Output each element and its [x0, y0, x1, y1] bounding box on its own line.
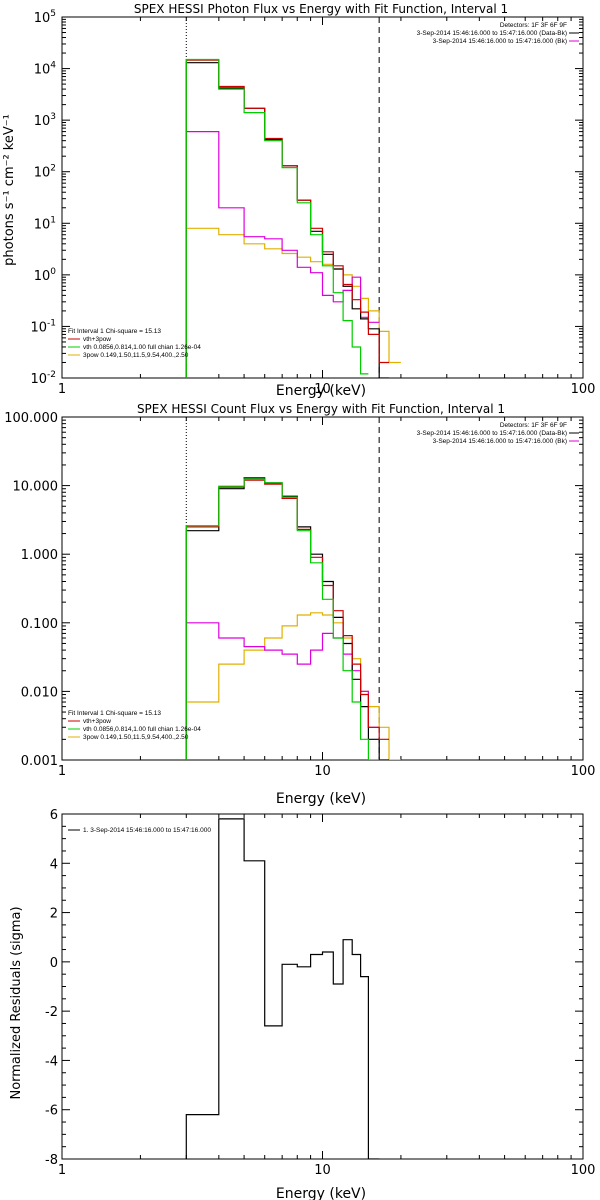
count-legend-left-header: Fit Interval 1 Chi-square = 15.13	[68, 710, 161, 717]
count-x-tick-label: 10	[314, 764, 331, 779]
count-legend-right-label: 3-Sep-2014 15:46:16.000 to 15:47:16.000 …	[417, 430, 567, 437]
photon-y-tick-label: 10-1	[30, 318, 56, 335]
count-series-bk	[185, 622, 380, 760]
count-y-tick-label: 0.010	[21, 685, 58, 700]
photon-legend-left-label: 3pow 0.149,1.50,11.5,9.54,400.,2.50	[83, 352, 189, 359]
resid-y-tick-label: 4	[50, 857, 58, 872]
count-legend-left-label: vth 0.0856,0.814,1.00 full chian 1.26e-0…	[83, 726, 201, 733]
photon-y-tick-label: 10-2	[30, 370, 56, 387]
count-legend-right-label: 3-Sep-2014 15:46:16.000 to 15:47:16.000 …	[433, 438, 567, 445]
count-y-tick-label: 100.000	[4, 411, 58, 426]
photon-series-vth	[185, 58, 369, 378]
photon-x-axis-label: Energy (keV)	[276, 383, 366, 399]
photon-legend-left-label: vth+3pow	[83, 336, 111, 343]
count-x-axis-label: Energy (keV)	[276, 791, 366, 807]
photon-plot-area: 1 10 100 10-2 10-1 100 101 102 103 104 105 Fit Inte…	[30, 9, 595, 397]
photon-y-tick-label: 100	[34, 267, 57, 284]
photon-series-bk	[185, 131, 380, 378]
count-legend-left-label: vth+3pow	[83, 718, 111, 725]
count-y-tick-label: 1.000	[21, 548, 58, 563]
resid-x-tick-label: 10	[314, 1163, 331, 1178]
resid-y-tick-label: -2	[45, 1005, 58, 1020]
residuals-y-axis-label: Normalized Residuals (sigma)	[9, 906, 24, 1099]
photon-y-tick-label: 105	[34, 9, 56, 26]
count-x-tick-label: 1	[58, 764, 66, 779]
residuals-plot-area: 1 10 100 -8 -6 -4 -2 0 2 4 6 1. 3-Sep-2014 15:46:16…	[45, 808, 595, 1178]
photon-y-tick-label: 101	[34, 215, 56, 232]
count-y-tick-label: 0.001	[21, 754, 58, 769]
photon-y-axis-label: photons s⁻¹ cm⁻² keV⁻¹	[2, 114, 17, 266]
count-chart-title: SPEX HESSI Count Flux vs Energy with Fit…	[137, 402, 505, 416]
photon-x-tick-label: 1	[58, 382, 66, 397]
resid-y-tick-label: -8	[45, 1153, 58, 1168]
count-legend-left-label: 3pow 0.149,1.50,11.5,9.54,400.,2.50	[83, 734, 189, 741]
photon-x-tick-label: 100	[571, 382, 596, 397]
photon-y-tick-label: 102	[34, 164, 56, 181]
photon-legend-left-header: Fit Interval 1 Chi-square = 15.13	[68, 328, 161, 335]
count-y-tick-label: 0.100	[21, 617, 58, 632]
photon-legend-right-label: 3-Sep-2014 15:46:16.000 to 15:47:16.000 …	[433, 38, 567, 45]
resid-y-tick-label: 2	[50, 907, 58, 922]
resid-series-data	[185, 818, 380, 1159]
photon-flux-panel: SPEX HESSI Photon Flux vs Energy with Fi…	[2, 2, 595, 399]
resid-y-tick-label: 6	[50, 808, 58, 823]
count-flux-panel: SPEX HESSI Count Flux vs Energy with Fit…	[4, 402, 595, 807]
count-plot-area: 1 10 100 0.001 0.010 0.100 1.000 10.000 100.000 F…	[4, 411, 595, 779]
resid-y-tick-label: 0	[50, 956, 58, 971]
photon-y-tick-label: 103	[34, 112, 56, 129]
resid-x-tick-label: 1	[58, 1163, 66, 1178]
resid-y-tick-label: -4	[45, 1054, 58, 1069]
resid-series-group	[185, 818, 380, 1159]
resid-legend-left-label: 1. 3-Sep-2014 15:46:16.000 to 15:47:16.0…	[83, 827, 211, 834]
photon-legend-right-header: Detectors: 1F 3F 6F 9F	[500, 22, 567, 29]
resid-y-tick-label: -6	[45, 1104, 58, 1119]
photon-y-tick-label: 104	[34, 61, 57, 78]
photon-x-tick-label: 10	[314, 382, 331, 397]
count-legend-right-header: Detectors: 1F 3F 6F 9F	[500, 422, 567, 429]
photon-chart-title: SPEX HESSI Photon Flux vs Energy with Fi…	[134, 2, 508, 16]
residuals-x-axis-label: Energy (keV)	[276, 1186, 366, 1200]
photon-series-group	[185, 58, 401, 378]
residuals-panel: 1 10 100 -8 -6 -4 -2 0 2 4 6 1. 3-Sep-2014 15:46:16…	[9, 808, 595, 1200]
photon-legend-left-label: vth 0.0856,0.814,1.00 full chian 1.26e-0…	[83, 344, 201, 351]
resid-x-tick-label: 100	[571, 1163, 596, 1178]
count-x-tick-label: 100	[571, 764, 596, 779]
count-y-tick-label: 10.000	[13, 480, 59, 495]
count-series-vth	[185, 478, 380, 760]
count-series-group	[185, 477, 401, 760]
photon-legend-right-label: 3-Sep-2014 15:46:16.000 to 15:47:16.000 …	[417, 30, 567, 37]
